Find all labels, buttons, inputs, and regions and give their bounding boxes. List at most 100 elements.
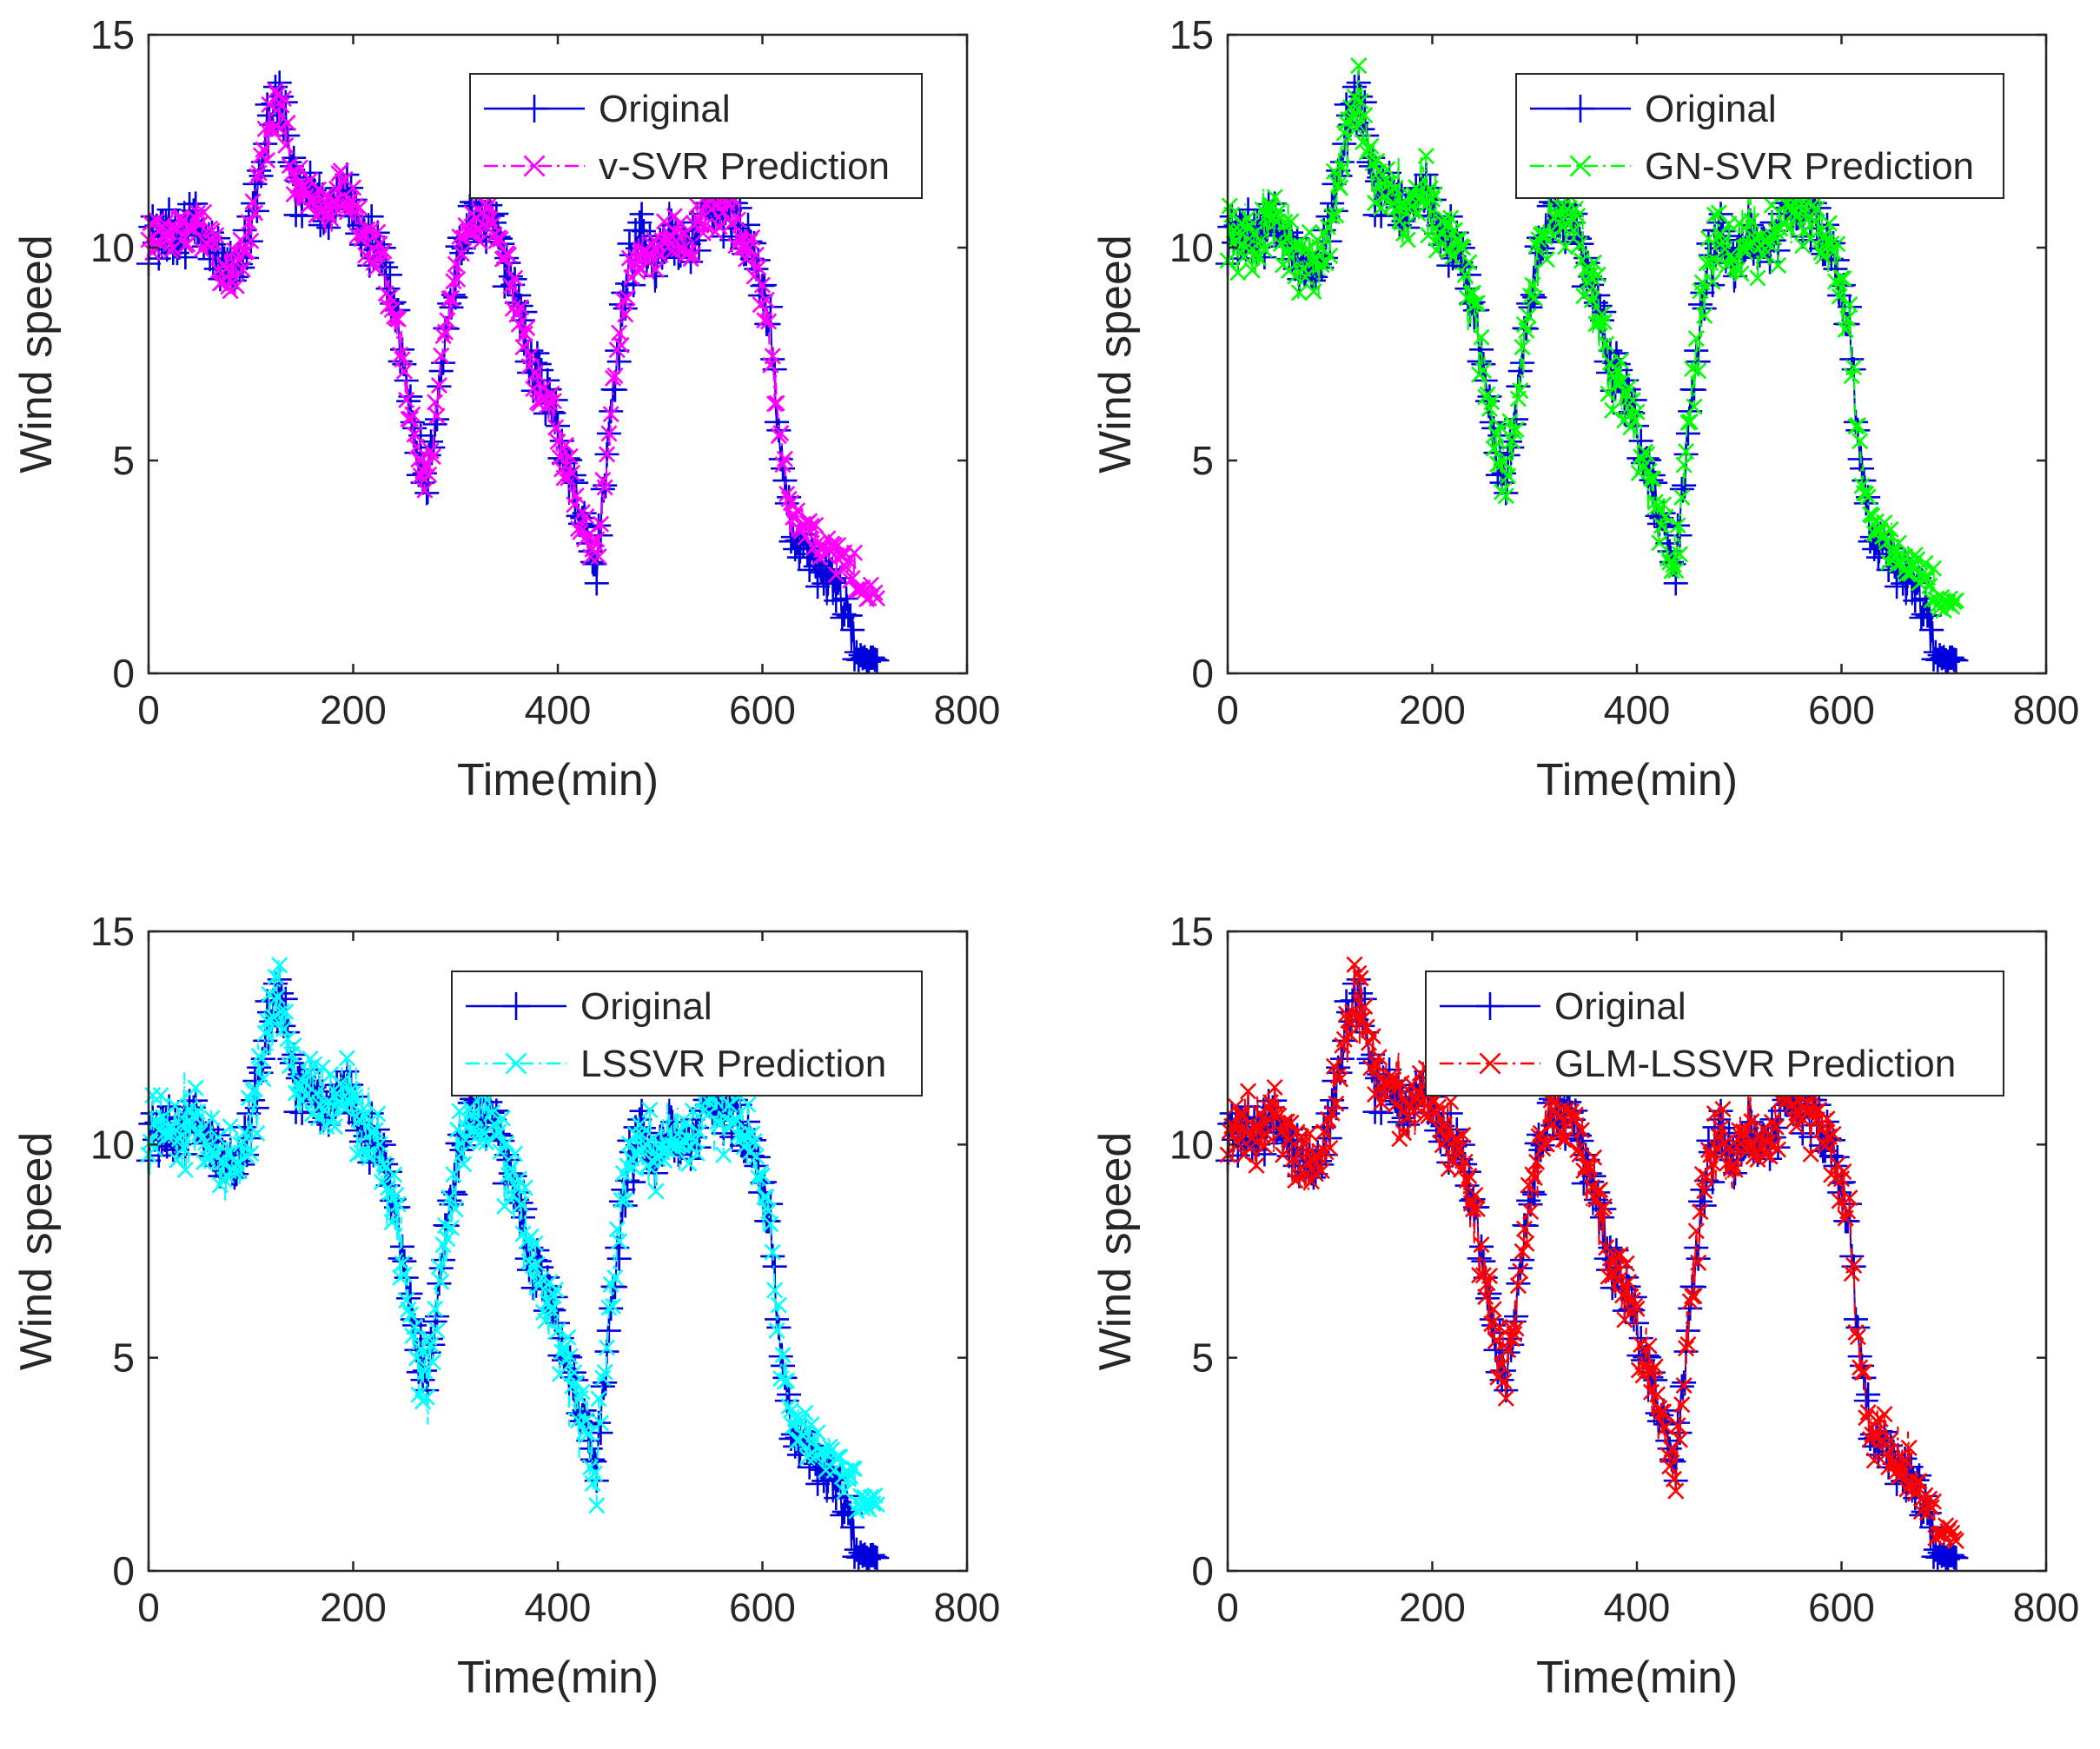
marker-original: [582, 552, 607, 577]
marker-prediction: [1501, 413, 1519, 430]
marker-prediction: [1769, 1141, 1787, 1158]
marker-prediction: [1313, 1163, 1330, 1180]
legend-label-prediction: GLM-LSSVR Prediction: [1554, 1043, 1956, 1085]
marker-prediction: [1461, 254, 1478, 271]
marker-prediction: [1610, 374, 1627, 392]
marker-original: [1391, 1105, 1416, 1130]
marker-prediction: [1732, 265, 1750, 282]
marker-original: [840, 1514, 865, 1540]
marker-prediction: [359, 1145, 376, 1163]
marker-prediction: [1248, 1156, 1265, 1174]
marker-prediction: [776, 450, 793, 467]
marker-prediction: [1237, 239, 1255, 256]
marker-prediction: [220, 1144, 237, 1162]
marker-prediction: [513, 1196, 530, 1213]
marker-prediction: [1704, 1155, 1721, 1172]
marker-prediction: [803, 517, 820, 534]
marker-prediction: [647, 261, 665, 278]
marker-prediction: [1348, 120, 1365, 137]
marker-prediction: [868, 1496, 885, 1514]
marker-prediction: [341, 197, 358, 215]
marker-prediction: [1414, 1093, 1431, 1110]
marker-prediction: [594, 1369, 612, 1387]
marker-prediction: [347, 197, 364, 215]
marker-prediction: [780, 1397, 798, 1415]
marker-prediction: [543, 1302, 560, 1319]
marker-prediction: [1722, 246, 1739, 264]
x-tick-label: 200: [1399, 687, 1466, 732]
marker-prediction: [1500, 467, 1517, 485]
marker-prediction: [1865, 1452, 1883, 1469]
marker-prediction: [332, 1075, 349, 1092]
marker-prediction: [367, 1122, 384, 1139]
marker-prediction: [605, 1297, 622, 1315]
marker-prediction: [827, 566, 845, 583]
marker-prediction: [1686, 398, 1703, 415]
marker-prediction: [291, 159, 308, 176]
marker-prediction: [778, 1372, 796, 1389]
marker-prediction: [1829, 235, 1846, 253]
marker-prediction: [492, 230, 509, 248]
marker-prediction: [537, 1312, 554, 1329]
marker-prediction: [1927, 591, 1944, 608]
marker-prediction: [424, 1354, 441, 1371]
marker-prediction: [428, 1322, 446, 1340]
marker-prediction: [1684, 1288, 1701, 1305]
marker-prediction: [549, 1322, 566, 1340]
marker-prediction: [492, 1143, 509, 1161]
marker-prediction: [1841, 1189, 1858, 1207]
marker-prediction: [1788, 209, 1805, 226]
marker-prediction: [1909, 551, 1926, 568]
marker-prediction: [309, 181, 328, 198]
data-layer: [136, 957, 890, 1572]
marker-original: [1847, 447, 1872, 472]
marker-prediction: [756, 312, 773, 329]
marker-prediction: [545, 1287, 562, 1304]
marker-prediction: [451, 228, 468, 245]
marker-prediction: [555, 469, 573, 487]
marker-prediction: [326, 1118, 343, 1136]
legend-marker-original: [520, 95, 548, 123]
marker-original: [1903, 588, 1928, 613]
data-layer: [136, 70, 890, 674]
marker-prediction: [1309, 1148, 1327, 1165]
marker-prediction: [1521, 1202, 1540, 1220]
marker-prediction: [1802, 229, 1819, 248]
marker-prediction: [613, 336, 630, 354]
marker-prediction: [598, 446, 616, 463]
marker-prediction: [596, 1363, 613, 1381]
marker-prediction: [1370, 1049, 1388, 1066]
marker-prediction: [1878, 1445, 1895, 1462]
marker-prediction: [1258, 1126, 1275, 1143]
marker-prediction: [1645, 470, 1662, 487]
marker-prediction: [1595, 313, 1613, 331]
marker-prediction: [762, 1216, 779, 1233]
marker-prediction: [606, 367, 624, 384]
marker-prediction: [389, 1196, 407, 1213]
marker-prediction: [1686, 1288, 1703, 1305]
marker-prediction: [678, 1114, 695, 1131]
marker-original: [860, 645, 885, 670]
marker-prediction: [1305, 282, 1322, 301]
marker-prediction: [586, 1465, 603, 1482]
legend-marker-original: [502, 992, 530, 1020]
x-tick-label: 0: [1216, 1585, 1239, 1630]
marker-prediction: [778, 485, 796, 503]
marker-prediction: [1898, 565, 1916, 582]
marker-prediction: [351, 199, 368, 216]
marker-prediction: [1769, 256, 1787, 275]
marker-prediction: [1855, 1363, 1872, 1381]
marker-prediction: [506, 269, 524, 287]
marker-prediction: [744, 229, 761, 246]
marker-prediction: [300, 1063, 317, 1081]
marker-original: [739, 1143, 765, 1169]
marker-prediction: [252, 1050, 270, 1067]
marker-prediction: [338, 1050, 355, 1067]
marker-prediction: [428, 407, 446, 425]
marker-prediction: [1428, 1104, 1445, 1122]
marker-prediction: [404, 406, 421, 423]
marker-prediction: [1734, 1123, 1752, 1140]
x-tick-label: 400: [525, 1585, 592, 1630]
marker-prediction: [1598, 335, 1615, 353]
marker-prediction: [1681, 413, 1699, 431]
